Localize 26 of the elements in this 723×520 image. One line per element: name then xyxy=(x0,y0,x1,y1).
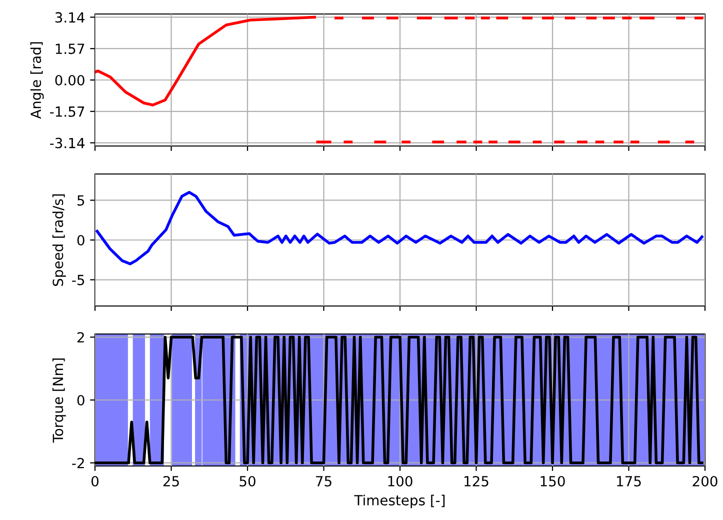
y-axis-title: Angle [rad] xyxy=(30,42,44,119)
y-tick-label: 2 xyxy=(77,332,84,342)
x-axis-title: Timesteps [-] xyxy=(354,494,445,508)
x-tick-label: 175 xyxy=(617,476,641,486)
x-tick-label: 75 xyxy=(316,476,332,486)
x-tick-label: 125 xyxy=(464,476,488,486)
y-tick-label: 0.00 xyxy=(55,74,84,86)
x-tick-label: 200 xyxy=(692,476,718,486)
x-tick-label: 150 xyxy=(540,476,565,486)
line-series xyxy=(96,190,704,266)
y-tick-label: 5 xyxy=(78,195,84,206)
x-tick-label: 100 xyxy=(388,476,412,486)
y-tick-label: 0 xyxy=(77,394,84,406)
x-tick-label: 25 xyxy=(163,476,179,486)
y-tick-label: -1.57 xyxy=(50,106,84,117)
y-tick-label: 3.14 xyxy=(55,12,84,23)
y-axis-title: Speed [rad/s] xyxy=(52,194,66,286)
y-axis-title: Torque [Nm] xyxy=(52,358,66,443)
y-tick-label: -5 xyxy=(72,274,84,286)
x-tick-label: 0 xyxy=(91,476,98,486)
y-tick-label: 0 xyxy=(77,234,84,246)
y-tick-label: -2 xyxy=(72,458,84,468)
x-tick-label: 50 xyxy=(240,476,256,486)
y-tick-label: 1.57 xyxy=(56,44,84,54)
line-series xyxy=(95,16,316,106)
y-tick-label: -3.14 xyxy=(50,138,84,148)
